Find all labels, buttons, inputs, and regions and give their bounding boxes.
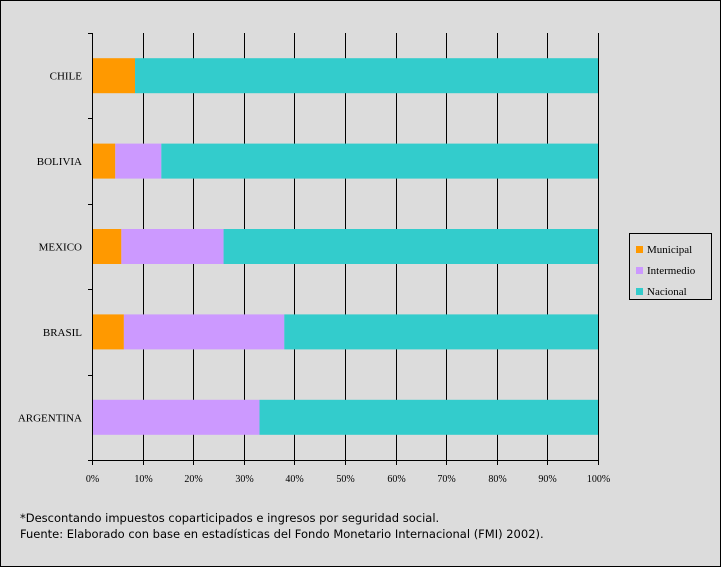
legend-label-nacional: Nacional: [647, 285, 687, 298]
category-label: ARGENTINA: [18, 412, 82, 424]
bar-segment: [92, 229, 122, 264]
legend-swatch-nacional: [636, 288, 643, 295]
bar-segment: [115, 143, 162, 179]
legend-label-intermedio: Intermedio: [647, 264, 696, 277]
bar-segment: [223, 229, 598, 264]
legend-label-municipal: Municipal: [647, 243, 693, 256]
bar-segment: [121, 229, 224, 264]
category-label: MEXICO: [39, 242, 82, 254]
bar-segment: [92, 399, 260, 435]
legend-swatch-municipal: [636, 246, 643, 253]
bar-segment: [123, 314, 285, 350]
footnotes: *Descontando impuestos coparticipados e …: [20, 510, 544, 542]
x-tick-label: 30%: [235, 474, 253, 485]
legend-item-municipal: Municipal: [636, 239, 711, 260]
x-tick-label: 70%: [437, 474, 455, 485]
legend: Municipal Intermedio Nacional: [629, 233, 712, 300]
footnote-source: Fuente: Elaborado con base en estadístic…: [20, 527, 544, 541]
category-label: CHILE: [50, 71, 83, 83]
x-tick-label: 40%: [285, 474, 303, 485]
x-tick-label: 20%: [184, 474, 202, 485]
bar-segment: [92, 143, 116, 179]
bar-segment: [92, 314, 124, 350]
legend-swatch-intermedio: [636, 267, 643, 274]
plot-area: CHILE BOLIVIA MEXICO BRASIL ARGENTINA 0% 10% 20…: [18, 33, 610, 485]
bar-segment: [161, 143, 598, 179]
x-tick-label: 80%: [488, 474, 506, 485]
legend-item-nacional: Nacional: [636, 281, 711, 302]
legend-item-intermedio: Intermedio: [636, 260, 711, 281]
x-tick-label: 100%: [587, 474, 610, 485]
category-label: BRASIL: [43, 327, 82, 339]
bar-segment: [259, 399, 598, 435]
x-tick-label: 90%: [538, 474, 556, 485]
x-tick-label: 10%: [134, 474, 152, 485]
x-tick-label: 50%: [336, 474, 354, 485]
category-label: BOLIVIA: [37, 156, 82, 168]
x-tick-label: 0%: [86, 474, 99, 485]
footnote-tax-note: *Descontando impuestos coparticipados e …: [20, 511, 440, 525]
x-tick-label: 60%: [387, 474, 405, 485]
bar-segment: [284, 314, 598, 350]
bar-segment: [92, 58, 136, 94]
bar-segment: [135, 58, 598, 94]
